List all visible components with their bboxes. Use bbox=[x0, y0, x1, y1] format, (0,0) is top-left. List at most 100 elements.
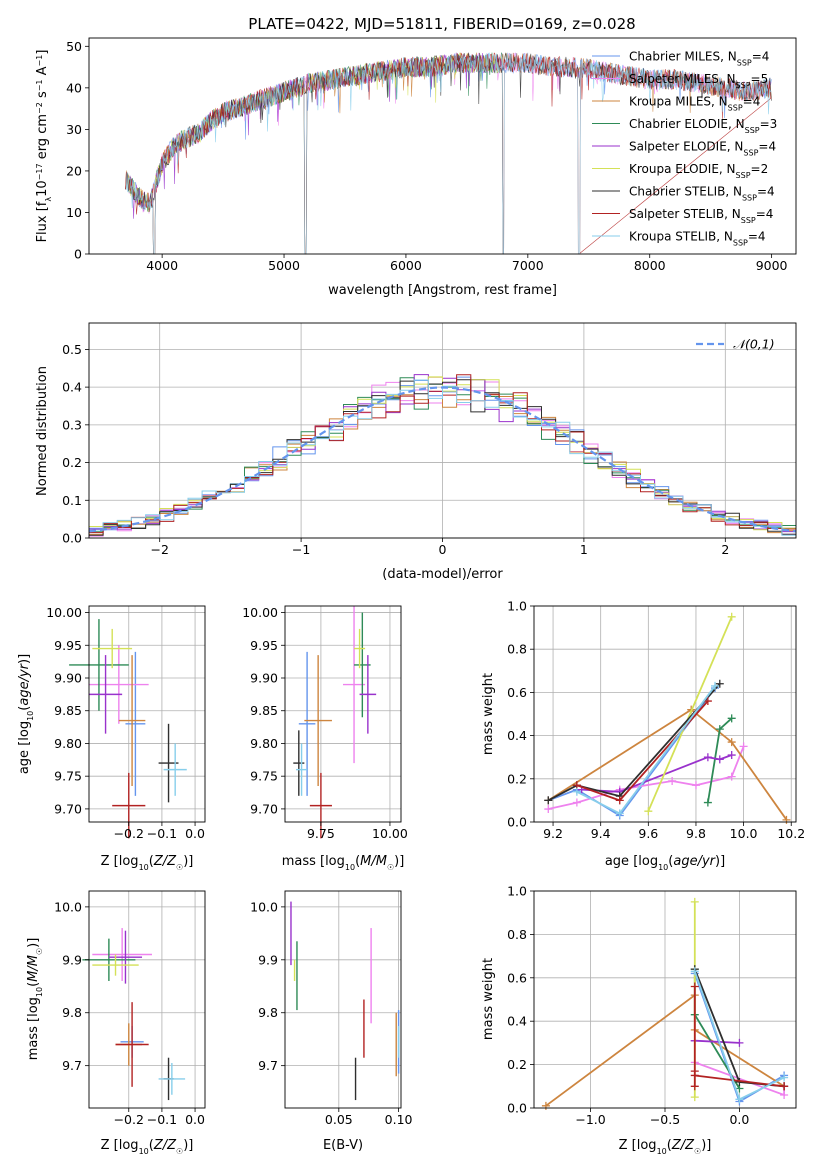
spectrum-legend-entry: Kroupa STELIB, NSSP=4 bbox=[629, 230, 766, 248]
mass_vs_Z-y-tick-label: 9.8 bbox=[62, 1005, 82, 1020]
weight_vs_Z-series-kroupa-stelib-marker bbox=[690, 967, 699, 976]
spectrum-legend-entry: Salpeter MILES, NSSP=5 bbox=[629, 72, 768, 90]
mass_vs_Z-y-tick-label: 9.9 bbox=[62, 952, 82, 967]
mass_vs_ebv-x-tick-label: 0.05 bbox=[325, 1112, 353, 1127]
age_vs_Z-y-tick-label: 10.00 bbox=[46, 605, 82, 620]
weight_vs_age-x-tick-label: 9.6 bbox=[638, 826, 658, 841]
wZ-y-label: mass weight bbox=[481, 958, 496, 1040]
age_vs_Z-y-tick-label: 9.95 bbox=[54, 638, 82, 653]
weight_vs_age-series-salpeter-miles-marker bbox=[727, 772, 736, 781]
spectrum-legend-entry: Chabrier ELODIE, NSSP=3 bbox=[629, 117, 777, 135]
mass_vs_ebv-y-tick-label: 9.8 bbox=[258, 1005, 278, 1020]
mass_vs_ebv-y-tick-label: 10.0 bbox=[250, 899, 278, 914]
weight_vs_age-series-chabrier-stelib-marker bbox=[715, 679, 724, 688]
age-vs-mass-panel: 9.75 10.00 9.70 9.75 9.80 9.85 9.90 9.95 10.00 ma… bbox=[242, 605, 408, 871]
weight_vs_age-series-salpeter-elodie-marker bbox=[703, 753, 712, 762]
weight_vs_age-series-kroupa-miles-marker bbox=[727, 738, 736, 747]
mass_vs_Z-x-tick-label: −0.2 bbox=[114, 1112, 144, 1127]
weight_vs_age-series-salpeter-stelib-marker bbox=[703, 697, 712, 706]
weight_vs_age-series-kroupa-elodie bbox=[647, 616, 733, 812]
spectrum-legend-entry: Kroupa ELODIE, NSSP=2 bbox=[629, 162, 768, 180]
weight_vs_age-series-chabrier-elodie-marker bbox=[715, 725, 724, 734]
weight_vs_age-y-tick-label: 0.6 bbox=[507, 685, 527, 700]
hist-x-tick-label: −2 bbox=[150, 542, 168, 557]
age_vs_Z-x-tick-label: −0.2 bbox=[114, 826, 144, 841]
hist-y-tick-label: 0.4 bbox=[62, 380, 82, 395]
hist-x-tick-label: −1 bbox=[292, 542, 310, 557]
weight_vs_age-y-tick-label: 1.0 bbox=[507, 599, 527, 614]
spectrum-line-chabrier-stelib bbox=[125, 52, 772, 210]
age_vs_Z-frame bbox=[88, 605, 206, 823]
weight_vs_Z-series-salpeter-stelib-marker bbox=[780, 1082, 789, 1091]
hist-y-tick-label: 0.0 bbox=[62, 531, 82, 546]
ageZ-x-label: Z [log10(Z/Z☉)] bbox=[101, 854, 194, 872]
mass_vs_Z-frame bbox=[88, 890, 206, 1109]
weight_vs_age-x-tick-label: 9.4 bbox=[591, 826, 611, 841]
weight_vs_Z-series-kroupa-elodie-marker bbox=[690, 1093, 699, 1102]
wZ-x-label: Z [log10(Z/Z☉)] bbox=[619, 1138, 712, 1156]
weight_vs_age-y-tick-label: 0.8 bbox=[507, 642, 527, 657]
weight_vs_age-series-chabrier-stelib-marker bbox=[544, 796, 553, 805]
mass_vs_ebv-x-tick-label: 0.10 bbox=[385, 1112, 413, 1127]
age_vs_Z-y-tick-label: 9.70 bbox=[54, 801, 82, 816]
weight_vs_age-series-salpeter-stelib-marker bbox=[615, 796, 624, 805]
spectrum-legend-entry: Kroupa MILES, NSSP=4 bbox=[629, 95, 760, 113]
age_vs_Z-x-tick-label: 0.0 bbox=[185, 826, 205, 841]
massZ-y-label: mass [log10(M/M☉)] bbox=[26, 938, 44, 1061]
spectrum-x-label: wavelength [Angstrom, rest frame] bbox=[328, 283, 557, 298]
age_vs_mass-y-tick-label: 9.75 bbox=[250, 769, 278, 784]
hist-x-tick-label: 1 bbox=[580, 542, 588, 557]
mass_vs_Z-y-tick-label: 10.0 bbox=[54, 899, 82, 914]
spectrum-legend-entry: Chabrier STELIB, NSSP=4 bbox=[629, 185, 775, 203]
mass_vs_Z-y-tick-label: 9.7 bbox=[62, 1058, 82, 1073]
hist-y-tick-label: 0.1 bbox=[62, 493, 82, 508]
massZ-x-label: Z [log10(Z/Z☉)] bbox=[101, 1138, 194, 1156]
mass-vs-ebv-panel: 0.05 0.10 9.7 9.8 9.9 10.0 E(B-V) bbox=[250, 890, 413, 1153]
age_vs_mass-y-tick-label: 9.85 bbox=[250, 703, 278, 718]
weight_vs_age-frame bbox=[533, 605, 797, 823]
weight_vs_age-series-chabrier-elodie-marker bbox=[703, 798, 712, 807]
figure-title: PLATE=0422, MJD=51811, FIBERID=0169, z=0… bbox=[248, 15, 635, 33]
weight_vs_Z-x-tick-label: 0.0 bbox=[729, 1112, 749, 1127]
age_vs_Z-x-tick-label: −0.1 bbox=[147, 826, 177, 841]
weight_vs_age-y-tick-label: 0.0 bbox=[507, 815, 527, 830]
mass_vs_Z-x-tick-label: 0.0 bbox=[185, 1112, 205, 1127]
mass-vs-metallicity-panel: −0.2 −0.1 0.0 9.7 9.8 9.9 10.0 Z [log10(Z/Z☉)] m… bbox=[26, 890, 206, 1156]
age_vs_mass-x-tick-label: 9.75 bbox=[307, 826, 335, 841]
weight_vs_age-x-tick-label: 10.2 bbox=[777, 826, 805, 841]
hist-y-tick-label: 0.2 bbox=[62, 455, 82, 470]
weight_vs_age-series-kroupa-miles-marker bbox=[782, 815, 791, 824]
ageZ-y-label: age [log10(age/yr)] bbox=[17, 654, 35, 774]
weight_vs_Z-y-tick-label: 0.8 bbox=[507, 927, 527, 942]
weight_vs_Z-y-tick-label: 0.6 bbox=[507, 970, 527, 985]
hist-step-kroupa-stelib bbox=[89, 379, 796, 536]
spectrum-legend-entry: Salpeter ELODIE, NSSP=4 bbox=[629, 140, 776, 158]
spectrum-x-tick-label: 5000 bbox=[268, 258, 300, 273]
weight_vs_age-series-kroupa-elodie-marker bbox=[727, 612, 736, 621]
spectrum-panel: 4000 5000 6000 7000 8000 9000 0 10 20 30 40 50 wavel… bbox=[35, 37, 797, 298]
weight_vs_Z-x-tick-label: −0.5 bbox=[650, 1112, 680, 1127]
spectrum-frame bbox=[88, 37, 797, 255]
weight_vs_age-series-salpeter-miles-marker bbox=[572, 798, 581, 807]
age_vs_mass-y-tick-label: 10.00 bbox=[242, 605, 278, 620]
weight_vs_age-y-tick-label: 0.2 bbox=[507, 771, 527, 786]
weight_vs_Z-series-kroupa-miles-marker bbox=[541, 1101, 550, 1110]
weight-vs-metallicity-panel: −1.0 −0.5 0.0 0.0 0.2 0.4 0.6 0.8 1.0 Z [log10(Z/… bbox=[481, 884, 797, 1156]
weight_vs_age-y-tick-label: 0.4 bbox=[507, 728, 527, 743]
mass_vs_Z-x-tick-label: −0.1 bbox=[147, 1112, 177, 1127]
age_vs_mass-y-tick-label: 9.90 bbox=[250, 671, 278, 686]
age_vs_mass-x-tick-label: 10.00 bbox=[372, 826, 408, 841]
spectrum-y-tick-label: 0 bbox=[74, 247, 82, 262]
hist-x-label: (data-model)/error bbox=[382, 567, 503, 582]
weight_vs_age-series-salpeter-miles-marker bbox=[691, 781, 700, 790]
ageM-x-label: mass [log10(M/M☉)] bbox=[282, 854, 405, 872]
age_vs_mass-y-tick-label: 9.95 bbox=[250, 638, 278, 653]
weight_vs_Z-series-salpeter-stelib-marker bbox=[690, 982, 699, 991]
age-vs-metallicity-panel: −0.2 −0.1 0.0 9.70 9.75 9.80 9.85 9.90 9.95 10.00… bbox=[17, 605, 206, 872]
weight_vs_age-series-salpeter-elodie bbox=[581, 754, 733, 793]
spectrum-x-tick-label: 9000 bbox=[756, 258, 788, 273]
weight_vs_age-x-tick-label: 9.8 bbox=[686, 826, 706, 841]
weight_vs_age-series-kroupa-elodie-marker bbox=[644, 807, 653, 816]
hist-step-kroupa-elodie bbox=[89, 376, 796, 531]
